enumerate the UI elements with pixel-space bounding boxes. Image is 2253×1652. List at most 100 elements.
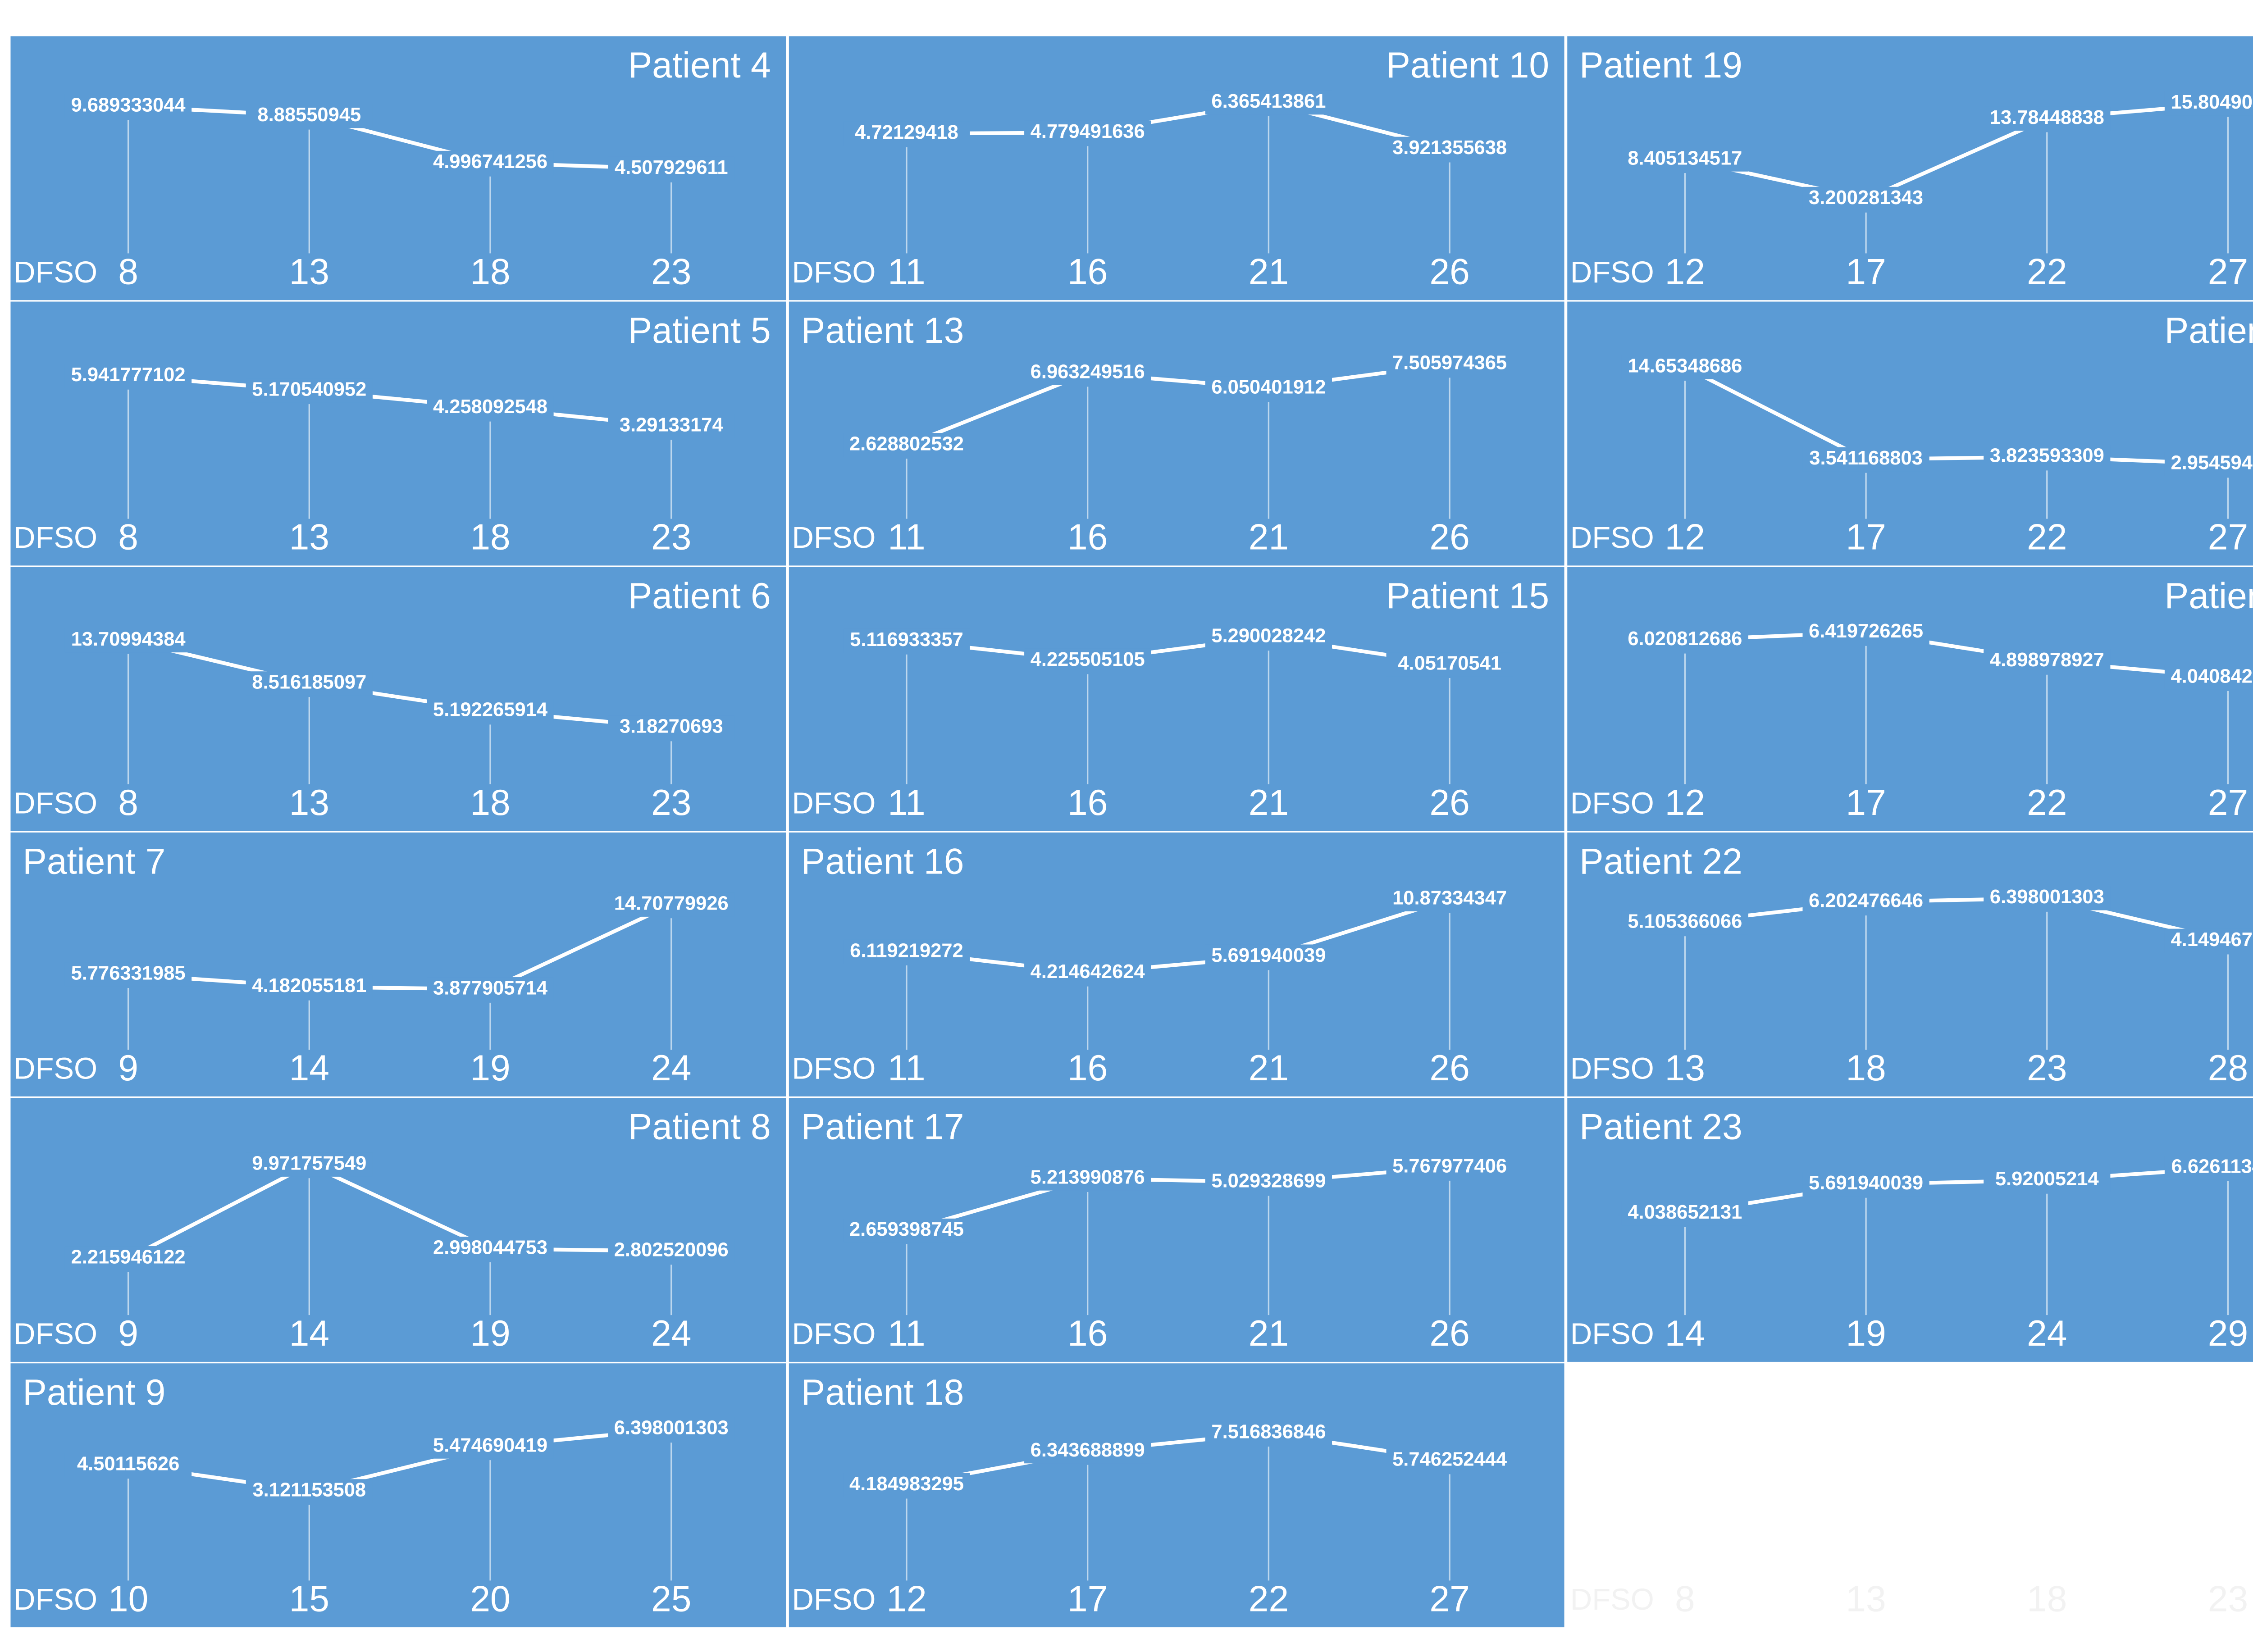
data-label: 4.50115626 [77,1453,179,1475]
x-tick-label: 24 [651,1313,691,1354]
data-label: 5.290028242 [1211,625,1326,647]
x-tick-label: 18 [470,251,510,292]
x-tick-label: 21 [1249,517,1289,558]
x-tick-label: 21 [1249,251,1289,292]
data-line [906,635,1450,667]
chart-panel: DFSO 8 13 18 23 [1567,1363,2253,1628]
data-line [1684,365,2228,466]
x-axis-label: DFSO [792,1052,876,1086]
data-label: 5.776331985 [71,962,186,984]
data-label: 4.184983295 [849,1473,964,1495]
label-background [843,121,970,146]
x-axis-label: DFSO [1570,1052,1654,1086]
x-tick-label: 23 [651,517,691,558]
x-tick-label: 27 [1429,1579,1469,1619]
label-background [1802,1172,1929,1197]
x-tick-label: 12 [1665,517,1705,558]
label-background [2164,452,2253,477]
label-background [1984,106,2111,131]
chart-panel: Patient 4 DFSO 8 13 18 23 9.689333044 8.8855094… [10,36,786,300]
x-tick-label: 9 [118,1313,138,1354]
x-tick-label: 21 [1249,783,1289,823]
x-tick-label: 22 [2027,783,2067,823]
panel-background [10,567,786,831]
panel-background [1567,301,2253,566]
label-background [246,671,373,696]
data-label: 2.215946122 [71,1246,186,1268]
x-tick-label: 18 [1846,1048,1886,1088]
label-background [1386,137,1513,161]
panel-background [1567,1363,2253,1628]
x-tick-label: 10 [108,1579,148,1619]
x-tick-label: 26 [1429,517,1469,558]
data-line [1684,1165,2228,1215]
x-tick-label: 17 [1067,1579,1108,1619]
x-tick-label: 17 [1846,251,1886,292]
x-tick-label: 27 [2208,517,2248,558]
chart-panel: Patient 5 DFSO 8 13 18 23 5.941777102 5.1705409… [10,301,786,566]
data-label: 4.507929611 [615,157,728,178]
label-background [1205,625,1332,649]
x-axis-label: DFSO [14,1317,97,1351]
data-label: 5.105366066 [1628,911,1742,933]
panel-background [789,36,1564,300]
x-tick-label: 22 [2027,251,2067,292]
label-background [1205,1170,1332,1195]
x-tick-label: 18 [470,783,510,823]
data-label: 4.038652131 [1628,1201,1742,1223]
chart-panel: Patient 17 DFSO 11 16 21 26 2.659398745 5.21399… [789,1098,1564,1362]
x-tick-label: 24 [651,1048,691,1088]
data-line [906,1431,1450,1487]
label-background [608,1417,735,1441]
panel-background [1567,1098,2253,1362]
data-label: 3.541168803 [1809,447,1923,469]
x-tick-label: 14 [289,1313,329,1354]
data-label: 5.691940039 [1211,945,1326,966]
x-tick-label: 19 [1846,1313,1886,1354]
label-background [64,364,192,388]
label-background [1984,649,2111,674]
chart-title: Patient 15 [1386,576,1549,616]
data-label: 15.80490984 [2171,91,2253,113]
data-label: 5.029328699 [1211,1170,1326,1192]
label-background [1205,1421,1332,1445]
x-tick-label: 13 [289,783,329,823]
chart-title: Patient 4 [628,45,771,86]
chart-panel: Patient 6 DFSO 8 13 18 23 13.70994384 8.5161850… [10,567,786,831]
x-tick-label: 23 [2027,1048,2067,1088]
chart-panel: Patient 10 DFSO 11 16 21 26 4.72129418 4.779491… [789,36,1564,300]
label-background [1621,1201,1748,1226]
data-label: 5.92005214 [1995,1168,2099,1190]
label-background [1802,447,1929,472]
label-background [1984,886,2111,910]
data-label: 8.516185097 [252,672,366,693]
label-background [1984,445,2111,469]
x-tick-label: 25 [651,1579,691,1619]
x-tick-label: 11 [888,783,925,823]
x-tick-label: 16 [1067,251,1108,292]
x-axis-label: DFSO [792,255,876,289]
x-tick-label: 8 [1675,1579,1695,1619]
chart-panel: Patient 9 DFSO 10 15 20 25 4.50115626 3.1211535… [10,1363,786,1628]
chart-title: Patient 5 [628,310,771,351]
x-tick-label: 27 [2208,251,2248,292]
chart-panel: Patient 23 DFSO 14 19 24 29 4.038652131 5.69194… [1567,1098,2253,1362]
chart-panel: Patient 21 DFSO 12 17 22 27 6.020812686 6.41972… [1567,567,2253,831]
x-axis-label: DFSO [1570,255,1654,289]
data-label: 5.767977406 [1392,1155,1507,1177]
x-tick-label: 8 [118,783,138,823]
data-line [127,1162,671,1260]
x-tick-label: 9 [118,1048,138,1088]
chart-panel: Patient 15 DFSO 11 16 21 26 5.116933357 4.22550… [789,567,1564,831]
chart-title: Patient 9 [23,1372,165,1413]
x-tick-label: 8 [118,251,138,292]
data-label: 2.659398745 [849,1219,964,1240]
x-tick-label: 18 [2027,1579,2067,1619]
data-label: 5.474690419 [433,1434,547,1456]
data-label: 6.050401912 [1211,376,1326,398]
panel-background [789,567,1564,831]
data-label: 2.998044753 [433,1237,547,1258]
label-background [1386,887,1513,911]
data-label: 3.18270693 [620,716,723,737]
chart-title: Patient 19 [1579,45,1742,86]
